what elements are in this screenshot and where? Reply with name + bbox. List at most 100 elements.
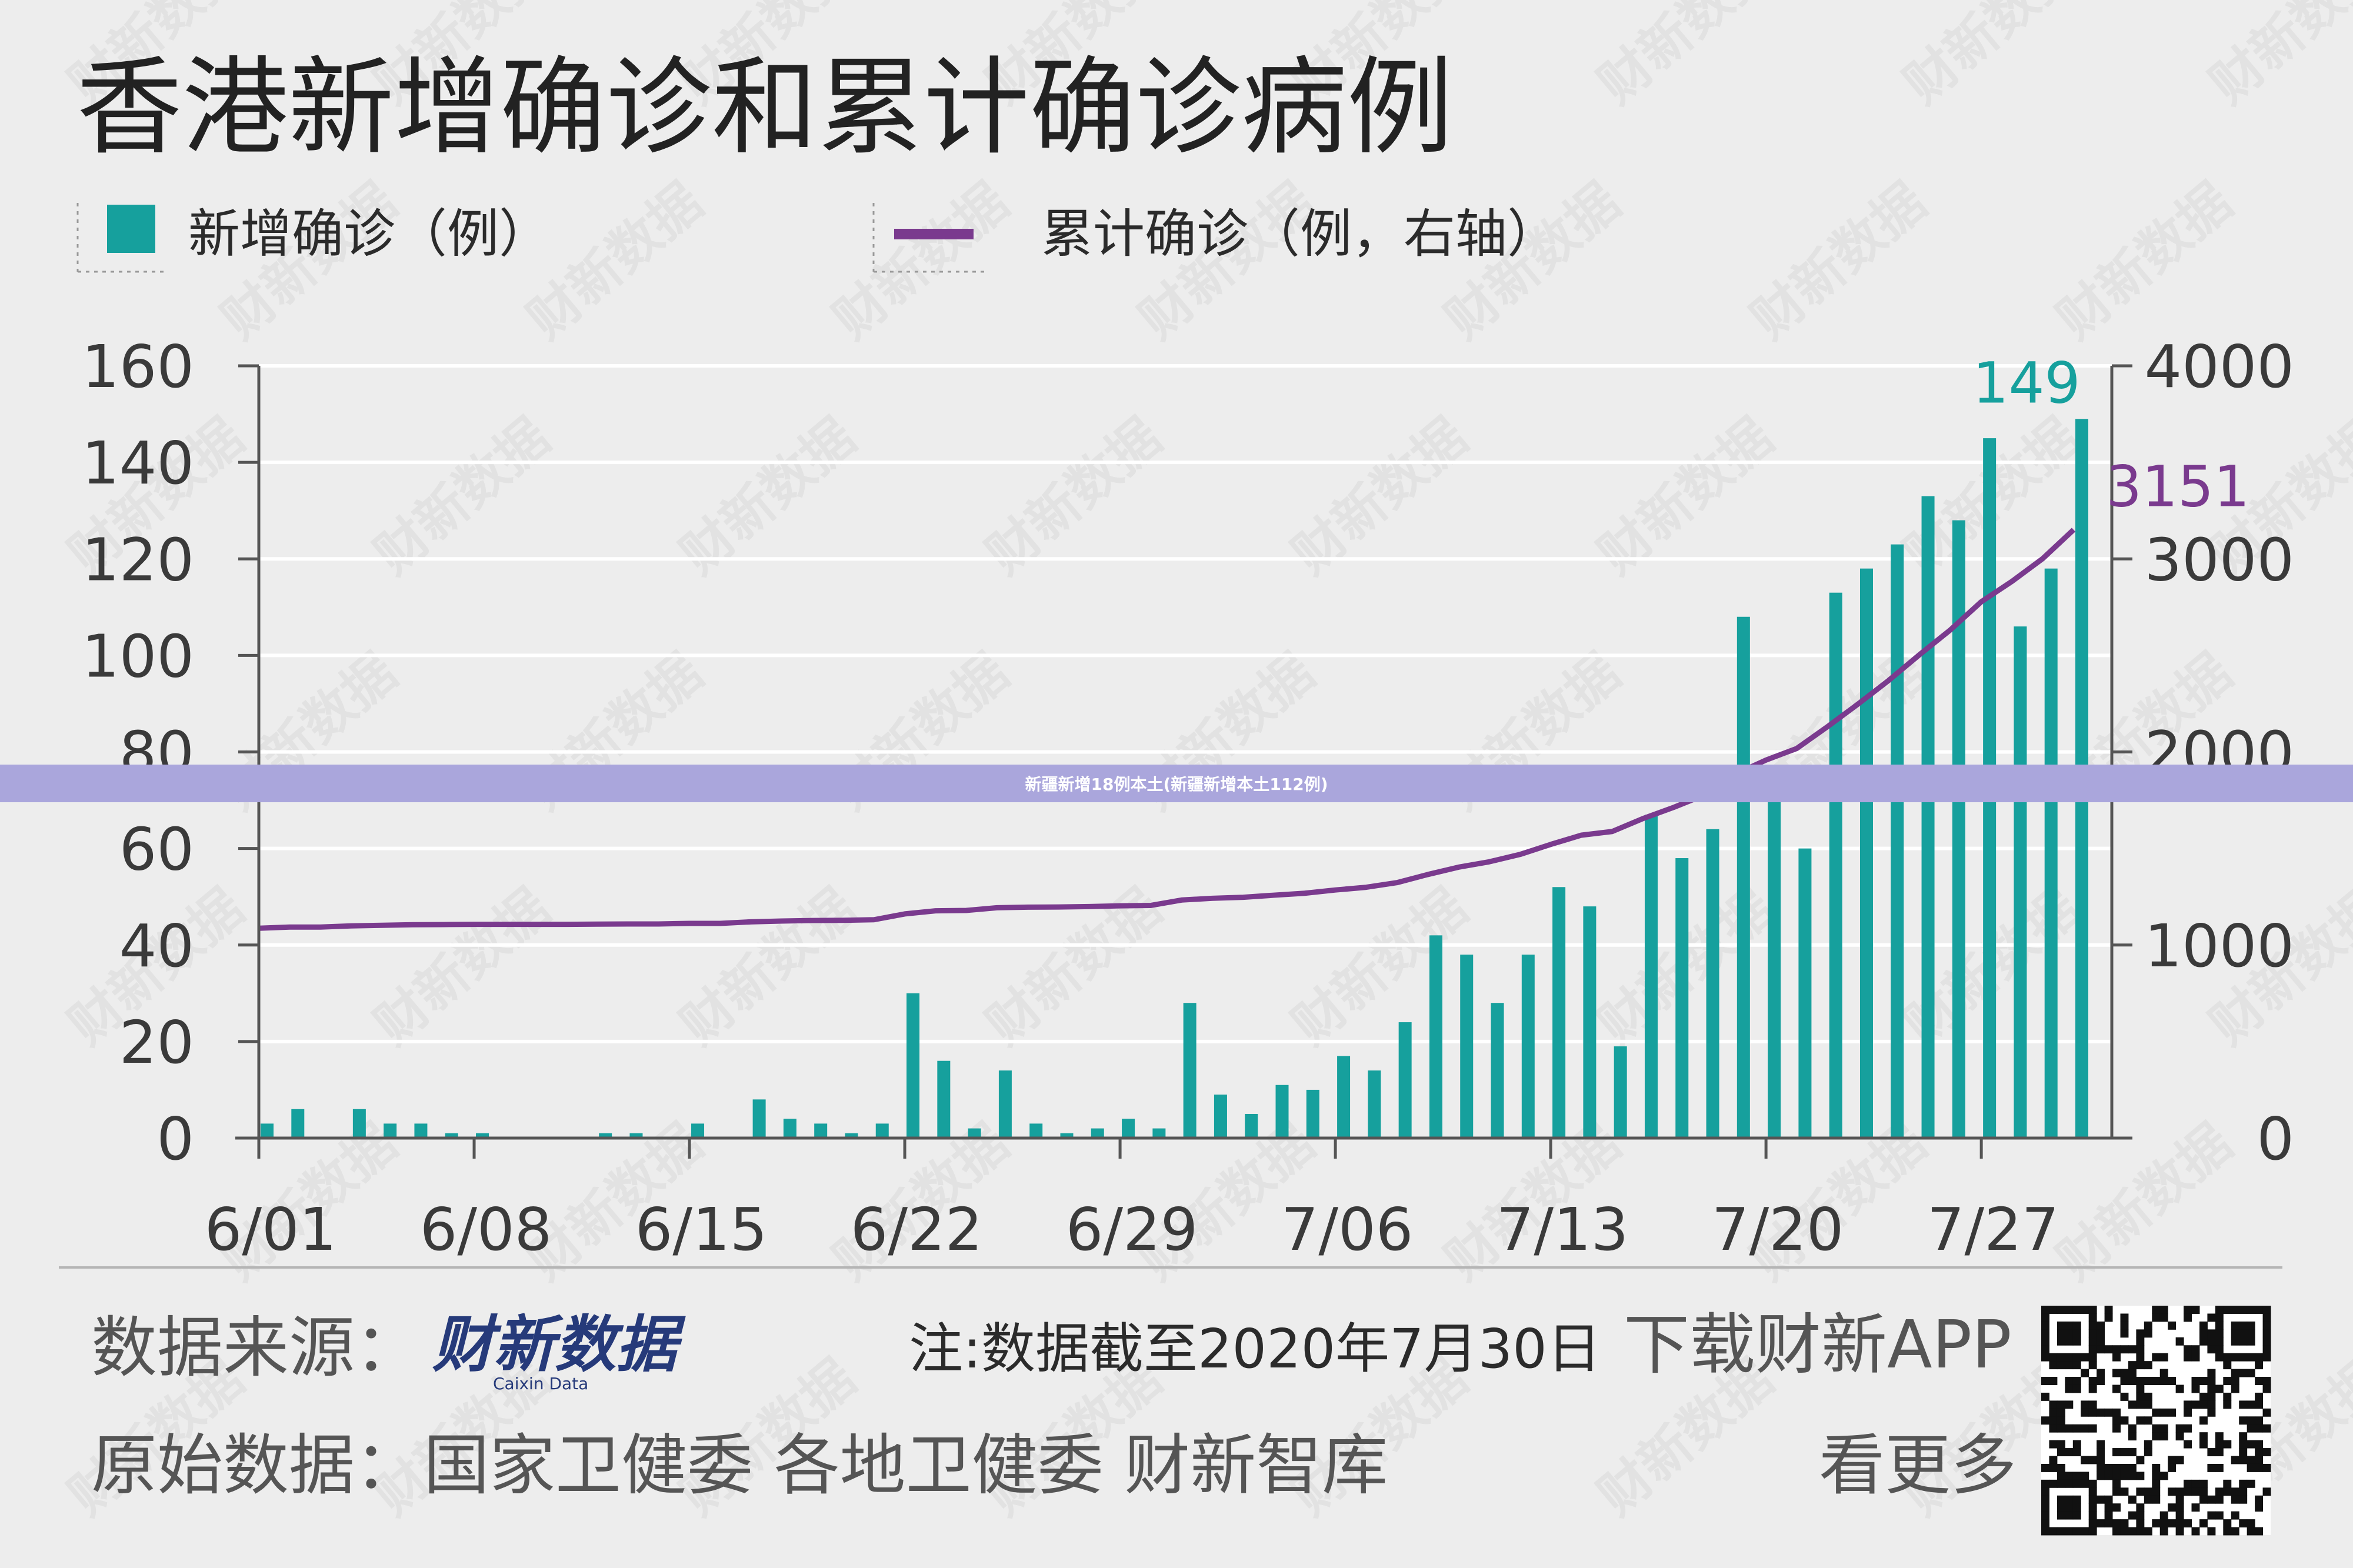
qr-module (2128, 1495, 2137, 1504)
qr-module (2041, 1527, 2049, 1536)
qr-module (2049, 1353, 2058, 1362)
qr-module (2049, 1479, 2058, 1488)
qr-module (2041, 1495, 2049, 1504)
qr-module (2159, 1306, 2168, 1314)
qr-module (2112, 1416, 2121, 1425)
qr-module (2199, 1519, 2208, 1528)
qr-module (2057, 1503, 2065, 1512)
news-banner[interactable]: 新疆新增18例本土(新疆新增本土112例) (0, 765, 2353, 802)
qr-module (2104, 1472, 2113, 1480)
qr-module (2065, 1448, 2074, 1457)
qr-module (2207, 1329, 2216, 1338)
download-app-text[interactable]: 下载财新APP (1624, 1307, 2012, 1383)
qr-module (2207, 1384, 2216, 1393)
qr-module (2088, 1361, 2097, 1370)
qr-module (2104, 1511, 2113, 1520)
legend-bar-label: 新增确诊（例） (188, 203, 551, 264)
bars (261, 419, 2088, 1138)
bar (1337, 1056, 1351, 1138)
qr-module (2255, 1463, 2264, 1472)
x-tick-label: 7/27 (1927, 1195, 2059, 1264)
qr-module (2057, 1337, 2065, 1346)
qr-module (2041, 1321, 2049, 1330)
bar (2044, 568, 2058, 1138)
qr-module (2223, 1527, 2232, 1536)
bar (352, 1109, 366, 1138)
qr-module (2144, 1321, 2152, 1330)
bar (291, 1109, 305, 1138)
qr-module (2081, 1456, 2089, 1464)
qr-module (2112, 1384, 2121, 1393)
bar (1614, 1046, 1627, 1138)
x-tick-label: 6/29 (1066, 1195, 1198, 1264)
bar (906, 993, 920, 1138)
qr-module (2215, 1345, 2224, 1354)
qr-module (2136, 1527, 2145, 1536)
qr-module (2215, 1306, 2224, 1314)
qr-module (2088, 1313, 2097, 1322)
qr-module (2199, 1321, 2208, 1330)
qr-module (2159, 1527, 2168, 1536)
qr-module (2223, 1487, 2232, 1496)
x-tick-label: 6/01 (205, 1195, 337, 1264)
qr-module (2041, 1353, 2049, 1362)
qr-module (2247, 1353, 2255, 1362)
qr-module (2199, 1440, 2208, 1449)
qr-module (2262, 1487, 2271, 1496)
qr-module (2168, 1456, 2177, 1464)
qr-module (2049, 1463, 2058, 1472)
qr-module (2255, 1416, 2264, 1425)
qr-module (2255, 1495, 2264, 1504)
qr-module (2207, 1448, 2216, 1457)
qr-module (2152, 1472, 2161, 1480)
qr-module (2057, 1463, 2065, 1472)
qr-module (2255, 1440, 2264, 1449)
watermark-text: 财新数据 (822, 171, 1019, 351)
qr-module (2112, 1408, 2121, 1417)
qr-module (2088, 1329, 2097, 1338)
qr-module (2207, 1337, 2216, 1346)
qr-module (2136, 1384, 2145, 1393)
qr-module (2191, 1527, 2200, 1536)
qr-module (2081, 1472, 2089, 1480)
qr-module (2159, 1424, 2168, 1433)
bar (1859, 568, 1873, 1138)
qr-module (2072, 1353, 2081, 1362)
qr-module (2088, 1479, 2097, 1488)
watermark-text: 财新数据 (1281, 877, 1478, 1056)
qr-module (2057, 1511, 2065, 1520)
line-data-label: 3151 (2106, 454, 2249, 520)
qr-module (2207, 1400, 2216, 1409)
qr-module (2144, 1448, 2152, 1457)
x-tick-label: 7/13 (1497, 1195, 1629, 1264)
qr-module (2097, 1440, 2105, 1449)
qr-module (2136, 1519, 2145, 1528)
qr-module (2081, 1424, 2089, 1433)
bar (1921, 496, 1935, 1138)
qr-module (2041, 1392, 2049, 1401)
qr-code[interactable] (2041, 1306, 2271, 1536)
watermark-text: 财新数据 (669, 877, 866, 1056)
qr-module (2247, 1456, 2255, 1464)
qr-module (2128, 1463, 2137, 1472)
qr-module (2057, 1448, 2065, 1457)
qr-module (2072, 1511, 2081, 1520)
watermark-text: 财新数据 (2045, 171, 2243, 351)
bar (1768, 785, 1781, 1138)
see-more-text[interactable]: 看更多 (1819, 1427, 2017, 1504)
y-left-tick-label: 0 (156, 1105, 194, 1173)
cumulative-line (258, 528, 2076, 931)
qr-module (2199, 1432, 2208, 1441)
qr-module (2184, 1313, 2192, 1322)
qr-module (2041, 1479, 2049, 1488)
qr-module (2057, 1479, 2065, 1488)
qr-module (2191, 1400, 2200, 1409)
qr-module (2184, 1400, 2192, 1409)
qr-module (2175, 1519, 2184, 1528)
qr-module (2159, 1377, 2168, 1385)
bar (599, 1133, 612, 1138)
qr-module (2072, 1440, 2081, 1449)
qr-module (2136, 1487, 2145, 1496)
qr-module (2057, 1440, 2065, 1449)
qr-module (2159, 1369, 2168, 1377)
